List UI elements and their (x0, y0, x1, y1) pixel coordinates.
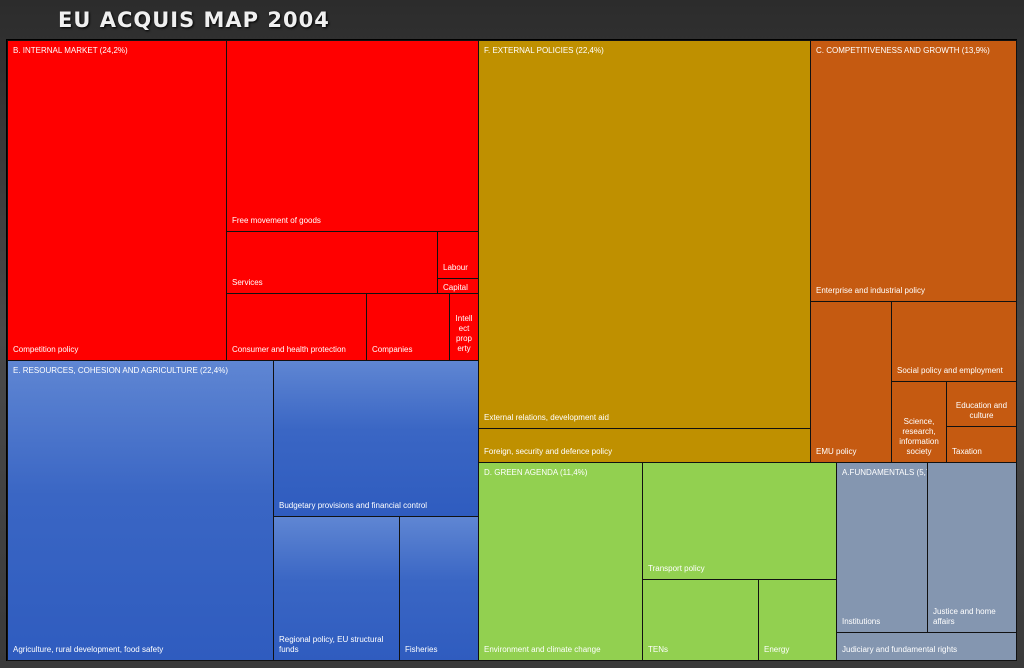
chart-title: EU ACQUIS MAP 2004 (58, 8, 330, 32)
treemap-cell: Capital (437, 278, 479, 294)
cell-label: EMU policy (816, 447, 857, 456)
cell-label: Fisheries (405, 645, 438, 654)
treemap-cell: A.FUNDAMENTALS (5,7%) Institutions (836, 462, 928, 633)
treemap-cell: F. EXTERNAL POLICIES (22,4%) External rel… (478, 40, 811, 429)
group-label: A.FUNDAMENTALS (5,7%) (842, 468, 927, 477)
treemap-cell: Social policy and employment (891, 301, 1017, 382)
cell-label: Competition policy (13, 345, 79, 354)
treemap-cell: Intell ect prop erty (449, 293, 479, 361)
cell-label: TENs (648, 645, 668, 654)
treemap-cell: TENs (642, 579, 759, 661)
treemap-cell: Foreign, security and defence policy (478, 428, 811, 463)
treemap-cell: Transport policy (642, 462, 837, 580)
group-label: B. INTERNAL MARKET (24,2%) (13, 46, 128, 55)
cell-label: Social policy and employment (897, 366, 1003, 375)
cell-label: Taxation (952, 447, 982, 456)
cell-label: Companies (372, 345, 413, 354)
cell-label: Consumer and health protection (232, 345, 346, 354)
treemap-cell: Taxation (946, 426, 1017, 463)
cell-label: Free movement of goods (232, 216, 321, 225)
treemap-cell: Free movement of goods (226, 40, 479, 232)
cell-label: Science, research, information society (899, 417, 939, 456)
treemap-cell: Consumer and health protection (226, 293, 367, 361)
treemap-cell: Budgetary provisions and financial contr… (273, 360, 479, 517)
cell-label: Regional policy, EU structural funds (279, 635, 384, 654)
cell-label: Capital (443, 283, 468, 292)
treemap-cell: Justice and home affairs (927, 462, 1017, 633)
cell-label: Environment and climate change (484, 645, 601, 654)
group-label: D. GREEN AGENDA (11,4%) (484, 468, 588, 477)
cell-label: Budgetary provisions and financial contr… (279, 501, 428, 510)
treemap-cell: Labour (437, 231, 479, 279)
treemap-cell: Fisheries (399, 516, 479, 661)
cell-label: Judiciary and fundamental rights (842, 645, 958, 654)
treemap-cell: Energy (758, 579, 837, 661)
treemap-cell: Science, research, information society (891, 381, 947, 463)
cell-label: Enterprise and industrial policy (816, 286, 925, 295)
cell-label: Transport policy (648, 564, 705, 573)
group-label: E. RESOURCES, COHESION AND AGRICULTURE (… (13, 366, 229, 375)
treemap-cell: Education and culture (946, 381, 1017, 427)
treemap-cell: E. RESOURCES, COHESION AND AGRICULTURE (… (7, 360, 274, 661)
treemap-cell: Companies (366, 293, 450, 361)
treemap-cell: D. GREEN AGENDA (11,4%) Environment and c… (478, 462, 643, 661)
treemap-cell: B. INTERNAL MARKET (24,2%) Competition po… (7, 40, 227, 361)
group-label: F. EXTERNAL POLICIES (22,4%) (484, 46, 604, 55)
cell-label: Intell ect prop erty (455, 314, 473, 353)
cell-label: Labour (443, 263, 468, 272)
cell-label: Services (232, 278, 263, 287)
cell-label: Foreign, security and defence policy (484, 447, 613, 456)
cell-label: Justice and home affairs (933, 607, 996, 626)
treemap-cell: EMU policy (810, 301, 892, 463)
treemap-cell: Services (226, 231, 438, 294)
treemap-cell: Judiciary and fundamental rights (836, 632, 1017, 661)
cell-label: Energy (764, 645, 790, 654)
treemap-cell: Regional policy, EU structural funds (273, 516, 400, 661)
cell-label: External relations, development aid (484, 413, 609, 422)
cell-label: Education and culture (955, 401, 1008, 420)
treemap-cell: C. COMPETITIVENESS AND GROWTH (13,9%) Ent… (810, 40, 1017, 302)
cell-label: Institutions (842, 617, 881, 626)
group-label: C. COMPETITIVENESS AND GROWTH (13,9%) (816, 46, 990, 55)
treemap: B. INTERNAL MARKET (24,2%) Competition po… (6, 39, 1017, 661)
cell-label: Agriculture, rural development, food saf… (13, 645, 164, 654)
